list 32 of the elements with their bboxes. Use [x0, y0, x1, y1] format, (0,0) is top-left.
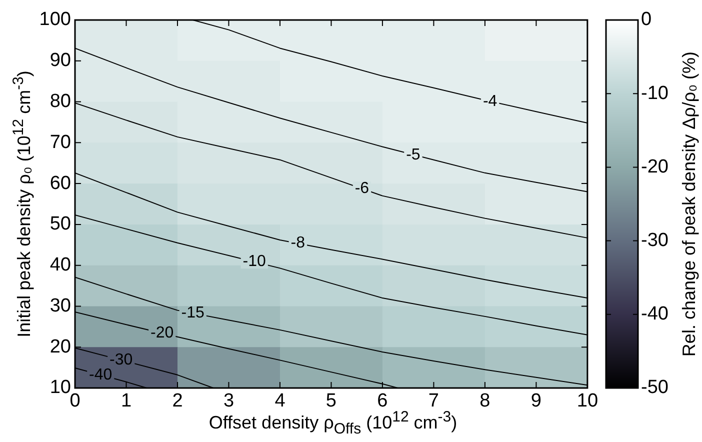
- x-tick-label: 2: [172, 390, 183, 412]
- y-tick-label: 60: [50, 172, 71, 194]
- y-tick-label: 30: [50, 295, 71, 316]
- annotation: -4: [482, 92, 498, 110]
- color-bar-label: -40: [641, 304, 668, 325]
- x-tick-label: 8: [480, 390, 490, 412]
- y-tick-label: 100: [39, 9, 71, 30]
- annotation: -6: [354, 180, 370, 197]
- y-tick-label: 90: [50, 50, 71, 72]
- color-bar-label: 0: [641, 9, 652, 30]
- y-tick-label: 20: [50, 336, 71, 358]
- annotation: -10: [242, 253, 266, 270]
- annotation: -5: [406, 146, 420, 164]
- color-bar-label: -20: [641, 156, 668, 178]
- annotation: -15: [181, 304, 205, 322]
- color-bar-label: -30: [641, 230, 668, 252]
- y-tick-label: 40: [50, 254, 71, 276]
- y-tick-label: 10: [50, 377, 71, 398]
- y-tick-label: 50: [50, 214, 71, 235]
- annotation: -30: [110, 352, 133, 369]
- color-bar-label: -10: [641, 82, 668, 104]
- y-tick-label: 70: [50, 132, 71, 153]
- x-tick-label: 0: [70, 390, 80, 412]
- color-bar-title: Rel. change of peak density Δρ/ρ₀ (%): [679, 51, 699, 357]
- x-tick-label: 1: [120, 390, 132, 412]
- x-tick-label: 10: [576, 390, 598, 412]
- color-bar-label: -50: [641, 377, 668, 398]
- annotation: -20: [150, 324, 174, 342]
- y-tick-label: 80: [50, 91, 71, 112]
- annotation: -8: [290, 234, 306, 252]
- x-tick-label: 9: [530, 390, 542, 412]
- annotation: -40: [89, 366, 112, 384]
